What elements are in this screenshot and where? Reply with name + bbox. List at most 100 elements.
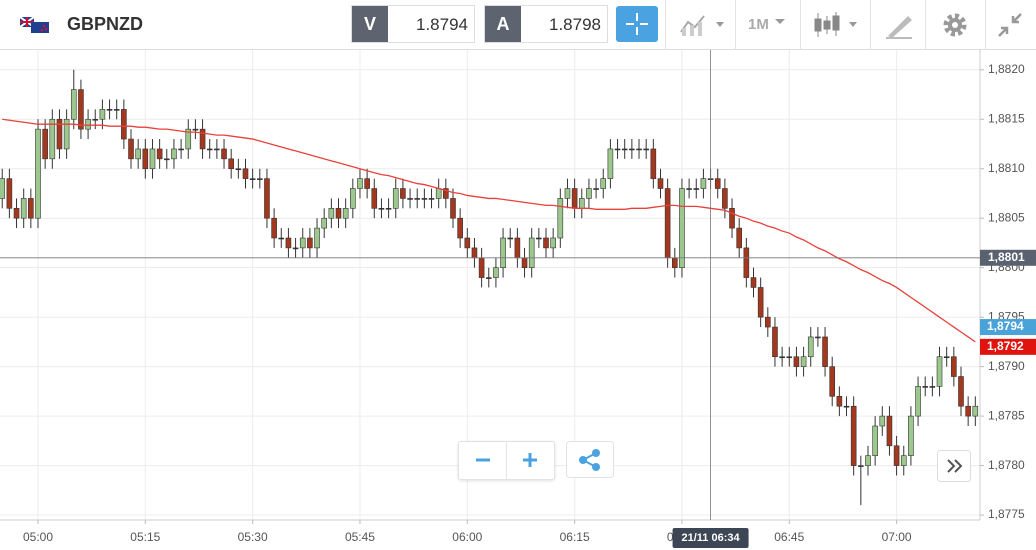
candle-body <box>457 217 463 239</box>
candle-body <box>951 356 957 377</box>
sell-label: V <box>352 6 388 42</box>
candle-body <box>350 188 356 209</box>
candle-body <box>714 178 721 189</box>
candle-body <box>643 148 649 151</box>
candle-body <box>829 366 836 397</box>
candle-body <box>185 128 192 150</box>
candle-body <box>264 178 270 219</box>
timeframe-button[interactable]: 1M <box>748 16 769 33</box>
candle-body <box>578 198 585 209</box>
scroll-latest-button[interactable] <box>937 450 971 482</box>
candle-body <box>335 208 342 219</box>
candle-body <box>586 188 592 199</box>
settings-button[interactable] <box>940 10 970 40</box>
candle-body <box>900 455 907 466</box>
candle-body <box>471 247 478 259</box>
candle-body <box>342 208 349 219</box>
candle-body <box>815 336 821 339</box>
candle-style-button[interactable] <box>813 10 863 40</box>
candle-body <box>765 316 771 328</box>
divider <box>870 0 871 50</box>
price-tag <box>980 338 1036 355</box>
candle-body <box>750 277 757 288</box>
candle-body <box>879 415 886 427</box>
candle-body <box>85 118 91 130</box>
crosshair-button[interactable] <box>616 6 658 42</box>
divider <box>925 0 926 50</box>
candle-body <box>743 247 750 278</box>
candle-body <box>922 386 929 388</box>
candle-body <box>600 178 607 189</box>
candle-body <box>793 356 800 367</box>
candle-body <box>564 188 571 199</box>
candle-body <box>121 109 127 140</box>
candle-body <box>679 188 685 268</box>
crosshair-price-label: 1,8801 <box>988 250 1025 264</box>
zoom-out-button[interactable] <box>459 442 506 479</box>
candle-body <box>392 188 399 209</box>
candle-body <box>729 208 735 229</box>
price-tag <box>980 319 1036 336</box>
y-tick-label: 1,8810 <box>988 161 1025 175</box>
candle-body <box>371 188 378 209</box>
candle-body <box>78 89 84 130</box>
y-tick-label: 1,8805 <box>988 210 1025 224</box>
candle-body <box>965 405 971 417</box>
candle-body <box>171 148 177 160</box>
candle-body <box>593 188 599 190</box>
y-tick-label: 1,8790 <box>988 359 1025 373</box>
candle-body <box>886 415 893 447</box>
candle-body <box>199 128 206 150</box>
collapse-button[interactable] <box>995 10 1025 40</box>
candle-body <box>629 148 635 151</box>
candle-body <box>850 405 857 466</box>
candle-body <box>364 178 370 189</box>
buy-button[interactable]: A 1.8798 <box>484 5 608 43</box>
chart: 1,88201,88151,88101,88051,88001,87951,87… <box>0 50 1036 548</box>
sell-price: 1.8794 <box>416 15 468 34</box>
candle-body <box>507 237 514 240</box>
candle-body <box>908 415 914 456</box>
candle-body <box>936 356 943 387</box>
candle-body <box>321 217 328 229</box>
candle-body <box>49 118 56 160</box>
candle-body <box>929 386 936 388</box>
y-tick-label: 1,8820 <box>988 62 1025 76</box>
sell-button[interactable]: V 1.8794 <box>351 5 475 43</box>
flag-icon <box>20 17 49 33</box>
candle-body <box>500 237 506 268</box>
candle-body <box>550 237 556 249</box>
candle-body <box>285 237 292 249</box>
candle-body <box>671 257 678 268</box>
share-button[interactable] <box>566 441 614 478</box>
candle-body <box>13 208 20 219</box>
candle-body <box>800 356 807 367</box>
candle-body <box>70 89 77 120</box>
x-tick-label: 05:30 <box>238 530 268 544</box>
candle-body <box>915 386 921 417</box>
candle-body <box>435 188 442 199</box>
timeframe: 1M <box>748 16 769 33</box>
candle-body <box>178 148 184 151</box>
candle-body <box>257 178 263 180</box>
candle-body <box>378 208 385 210</box>
candle-body <box>192 128 199 131</box>
candle-body <box>557 198 564 239</box>
candle-body <box>63 118 70 150</box>
candle-body <box>664 188 671 259</box>
zoom-in-button[interactable] <box>507 442 554 479</box>
candle-body <box>943 356 950 359</box>
x-tick-label: 06:15 <box>560 530 590 544</box>
price-tag-label: 1,8792 <box>987 339 1024 353</box>
symbol[interactable]: GBPNZD <box>67 14 143 34</box>
candle-body <box>493 267 499 278</box>
candle-body <box>357 178 363 189</box>
candle-body <box>836 396 843 407</box>
candle-body <box>206 148 213 151</box>
draw-tool-button[interactable] <box>884 10 914 40</box>
chart-type-button[interactable] <box>678 10 728 40</box>
candle-body <box>407 198 413 200</box>
candle-body <box>621 148 628 151</box>
candle-body <box>736 227 742 249</box>
